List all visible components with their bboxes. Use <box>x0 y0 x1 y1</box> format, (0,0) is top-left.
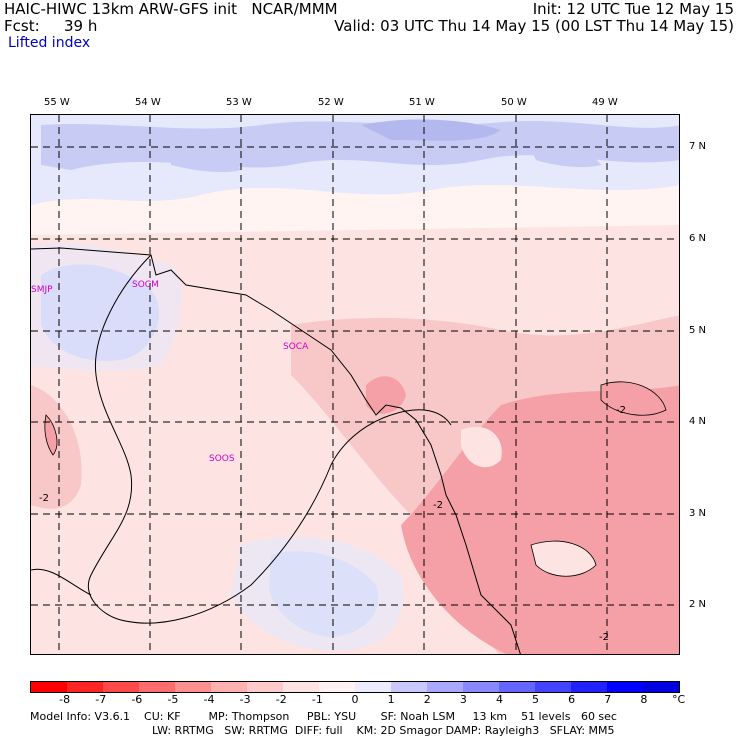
colorbar-tick-label: 2 <box>423 693 431 706</box>
pos-mid-patch <box>531 145 601 168</box>
station-label: SOOS <box>209 454 235 464</box>
lon-label: 50 W <box>501 97 527 108</box>
colorbar-swatch <box>607 682 643 692</box>
lon-label: 51 W <box>409 97 435 108</box>
colorbar-swatch <box>427 682 463 692</box>
lat-label: 7 N <box>689 141 707 152</box>
contour-label: -2 <box>616 405 626 416</box>
border-line <box>390 409 452 426</box>
colorbar-swatch <box>67 682 103 692</box>
lat-label: 5 N <box>689 325 707 336</box>
lon-label: 54 W <box>135 97 161 108</box>
colorbar-swatch <box>31 682 67 692</box>
contour-label: -2 <box>433 500 443 511</box>
colorbar-tick-label: 0 <box>351 693 359 706</box>
colorbar-swatch <box>463 682 499 692</box>
colorbar-swatch <box>247 682 283 692</box>
lat-label: 6 N <box>689 233 707 244</box>
pos-mid-patch <box>171 150 241 173</box>
lon-label: 49 W <box>592 97 618 108</box>
lon-label: 53 W <box>226 97 252 108</box>
fcst-value: 39 h <box>64 17 98 35</box>
pos-strong-patch <box>361 119 501 141</box>
colorbar-tick-label: -3 <box>239 693 251 706</box>
pos-light-patch <box>31 242 182 371</box>
colorbar-swatch <box>391 682 427 692</box>
neg-strong-patch <box>600 381 667 416</box>
model-title: HAIC-HIWC 13km ARW-GFS init NCAR/MMM <box>4 0 338 18</box>
border-line <box>31 568 92 596</box>
coastline <box>31 247 521 654</box>
lat-label: 2 N <box>689 599 707 610</box>
colorbar-tick-label: -5 <box>167 693 179 706</box>
neg-light-patch <box>530 540 597 577</box>
colorbar-tick-label: 8 <box>640 693 648 706</box>
colorbar-tick-label: -4 <box>203 693 215 706</box>
colorbar-swatch <box>499 682 535 692</box>
neg-strong-patch <box>366 376 406 414</box>
colorbar-tick-label: -7 <box>95 693 107 706</box>
colorbar-tick-label: -2 <box>275 693 287 706</box>
colorbar-swatch <box>103 682 139 692</box>
colorbar <box>30 681 680 693</box>
pos-light-patch <box>231 537 404 651</box>
station-label: SOCM <box>132 280 159 290</box>
lifted-index-map <box>31 115 679 654</box>
model-info-line1: Model Info: V3.6.1 CU: KF MP: Thompson P… <box>30 710 617 723</box>
fcst-label: Fcst: <box>4 17 40 35</box>
colorbar-tick-label: -8 <box>59 693 71 706</box>
colorbar-tick-label: -6 <box>131 693 143 706</box>
colorbar-swatch <box>571 682 607 692</box>
colorbar-tick-label: 3 <box>459 693 467 706</box>
colorbar-swatch <box>643 682 679 692</box>
colorbar-swatch <box>535 682 571 692</box>
colorbar-swatch <box>139 682 175 692</box>
valid-time: Valid: 03 UTC Thu 14 May 15 (00 LST Thu … <box>334 17 734 35</box>
colorbar-tick-label: 5 <box>532 693 540 706</box>
station-label: SOCA <box>283 342 309 352</box>
colorbar-tick-label: 6 <box>568 693 576 706</box>
graticule <box>31 115 679 654</box>
colorbar-unit: °C <box>672 693 686 706</box>
colorbar-tick-label: 7 <box>604 693 612 706</box>
colorbar-swatch <box>283 682 319 692</box>
colorbar-swatch <box>355 682 391 692</box>
neg-strong-patch <box>44 414 58 456</box>
station-label: SMJP <box>31 285 53 295</box>
border-line <box>87 254 392 624</box>
colorbar-tick-label: -1 <box>311 693 323 706</box>
colorbar-tick-label: 4 <box>495 693 503 706</box>
colorbar-swatch <box>175 682 211 692</box>
contour-label: -2 <box>39 493 49 504</box>
model-info-line2: LW: RRTMG SW: RRTMG DIFF: full KM: 2D Sm… <box>152 724 615 737</box>
neg-light-patch <box>461 426 502 468</box>
colorbar-tick-label: 1 <box>387 693 395 706</box>
lat-label: 3 N <box>689 508 707 519</box>
colorbar-swatch <box>319 682 355 692</box>
contour-label: -2 <box>599 632 609 643</box>
lat-label: 4 N <box>689 416 707 427</box>
lon-label: 52 W <box>318 97 344 108</box>
init-time: Init: 12 UTC Tue 12 May 15 <box>532 0 734 18</box>
lon-label: 55 W <box>44 97 70 108</box>
colorbar-swatch <box>211 682 247 692</box>
map-panel[interactable]: SMJP SOCM SOCA SOOS -2 -2 -2 -2 <box>30 114 680 655</box>
field-name: Lifted index <box>8 35 91 51</box>
